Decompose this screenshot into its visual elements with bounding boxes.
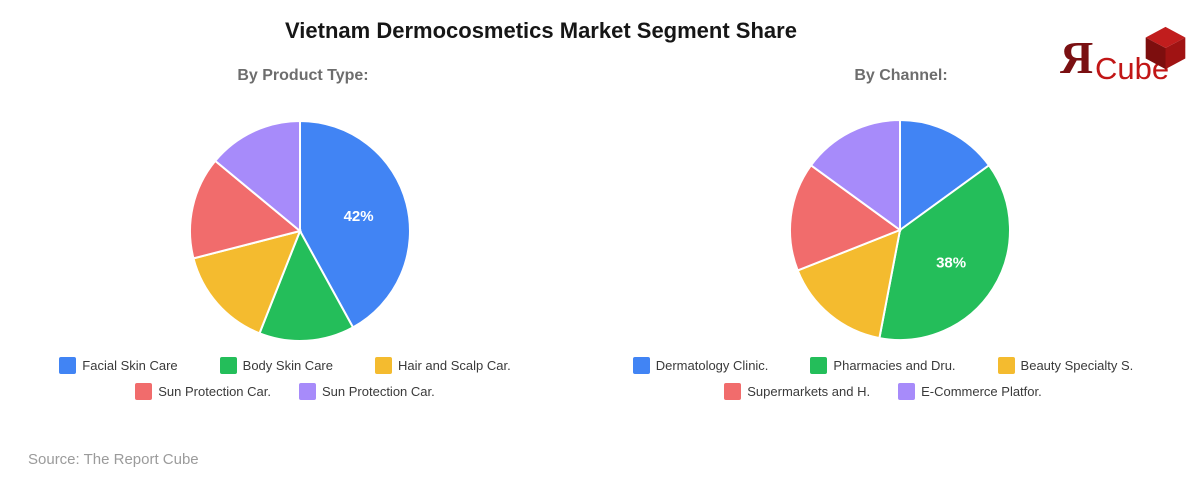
legend-label: Body Skin Care (242, 358, 333, 373)
legend-label: E-Commerce Platfor. (921, 384, 1042, 399)
left-chart-title: By Product Type: (237, 67, 369, 84)
legend-swatch (59, 357, 77, 374)
legend-item: Hair and Scalp Car. (374, 357, 511, 374)
legend-row: Dermatology Clinic. Pharmacies and Dru. Be… (632, 357, 1134, 374)
legend-swatch (898, 383, 916, 400)
legend-swatch (374, 357, 392, 374)
pie-chart-product-type: 42% (185, 116, 415, 346)
legend-channel: Dermatology Clinic. Pharmacies and Dru. Be… (632, 357, 1133, 400)
legend-row: Supermarkets and H. E-Commerce Platfor. (724, 383, 1042, 400)
pie-slice-1 (878, 163, 1011, 341)
legend-item: Sun Protection Car. (299, 383, 435, 400)
pie-slice-0 (899, 118, 991, 232)
pie-slice-2 (192, 229, 302, 335)
legend-swatch (299, 383, 316, 400)
legend-item: Supermarkets and H. (724, 383, 870, 400)
legend-item: E-Commerce Platfor. (898, 383, 1042, 400)
pie-slice-1 (258, 228, 355, 342)
cube-icon (1145, 26, 1186, 70)
legend-label: Hair and Scalp Car. (397, 358, 511, 373)
legend-swatch (219, 357, 237, 374)
legend-swatch (135, 383, 153, 400)
report-cube-logo: Я Cube (1058, 22, 1192, 84)
legend-label: Pharmacies and Dru. (833, 358, 956, 373)
pie-slice-3 (789, 163, 903, 272)
pie-slice-2 (796, 228, 902, 340)
page-title: Vietnam Dermocosmetics Market Segment Sh… (285, 18, 797, 43)
logo-mark-letter: Я (1060, 32, 1094, 83)
legend-item: Facial Skin Care (59, 357, 178, 374)
pie-slice-4 (213, 119, 301, 234)
source-note: Source: The Report Cube (28, 451, 199, 468)
legend-label: Beauty Specialty S. (1020, 358, 1134, 373)
pie-slice-4 (809, 118, 901, 232)
legend-product-type: Facial Skin Care Body Skin Care Hair and S… (0, 357, 570, 400)
legend-item: Beauty Specialty S. (997, 357, 1134, 374)
slice-value-label: 42% (344, 208, 374, 225)
legend-label: Sun Protection Car. (158, 384, 271, 399)
pie-slice-3 (189, 159, 303, 260)
legend-swatch (997, 357, 1015, 374)
slice-value-label: 38% (936, 254, 966, 271)
legend-label: Supermarkets and H. (747, 384, 871, 399)
legend-item: Sun Protection Car. (135, 383, 271, 400)
legend-row: Sun Protection Car. Sun Protection Car. (135, 383, 435, 400)
legend-item: Pharmacies and Dru. (810, 357, 956, 374)
pie-chart-channel: 38% (785, 115, 1015, 345)
pie-slice-0 (299, 119, 411, 329)
legend-label: Sun Protection Car. (322, 384, 435, 399)
legend-label: Facial Skin Care (82, 358, 178, 373)
legend-swatch (810, 357, 828, 374)
legend-swatch (724, 383, 742, 400)
legend-row: Facial Skin Care Body Skin Care Hair and S… (59, 357, 511, 374)
legend-swatch (632, 357, 650, 374)
right-chart-title: By Channel: (854, 67, 948, 84)
legend-label: Dermatology Clinic. (655, 358, 769, 373)
legend-item: Body Skin Care (219, 357, 333, 374)
legend-item: Dermatology Clinic. (632, 357, 769, 374)
